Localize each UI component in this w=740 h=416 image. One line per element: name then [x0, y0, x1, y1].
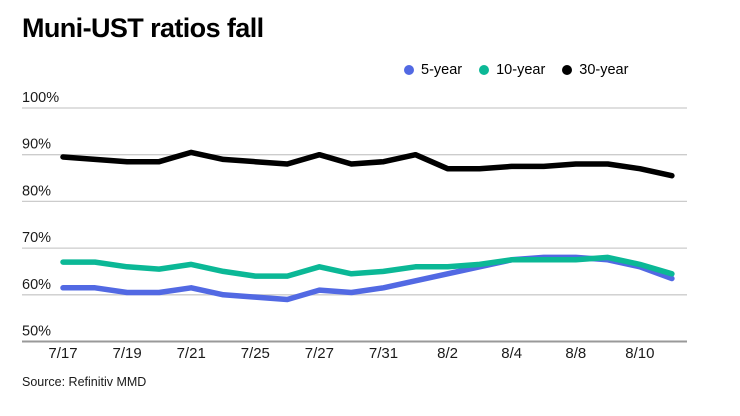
legend-label-5-year: 5-year [421, 62, 463, 78]
y-axis-label: 50% [22, 324, 51, 340]
legend: 5-year 10-year 30-year [404, 62, 628, 78]
y-axis-label: 80% [22, 183, 51, 199]
x-axis-label: 8/8 [565, 345, 586, 362]
x-axis-label: 8/10 [625, 345, 654, 362]
x-axis-label: 7/27 [305, 345, 334, 362]
legend-item-30-year: 30-year [562, 62, 628, 78]
x-axis-label: 8/4 [501, 345, 522, 362]
legend-dot-5-year-icon [404, 65, 414, 75]
series-line-10-year [60, 254, 675, 279]
x-axis-label: 7/31 [369, 345, 398, 362]
legend-item-10-year: 10-year [479, 62, 545, 78]
legend-label-10-year: 10-year [496, 62, 546, 78]
legend-label-30-year: 30-year [579, 62, 629, 78]
legend-dot-30-year-icon [562, 65, 573, 75]
legend-dot-10-year-icon [479, 65, 490, 75]
y-axis-label: 70% [22, 230, 51, 246]
source-note: Source: Refinitiv MMD [22, 375, 147, 389]
y-axis-label: 90% [22, 137, 51, 153]
x-axis-label: 7/21 [177, 345, 206, 362]
x-axis-label: 8/2 [437, 345, 458, 362]
x-axis-label: 7/25 [241, 345, 270, 362]
series-line-30-year [60, 149, 675, 179]
page-title: Muni-UST ratios fall [22, 13, 264, 43]
y-axis-label: 100% [22, 90, 59, 106]
y-axis-label: 60% [22, 277, 51, 293]
legend-item-5-year: 5-year [404, 62, 462, 78]
series-line-5-year [60, 254, 675, 303]
x-axis-label: 7/17 [48, 345, 77, 362]
x-axis-label: 7/19 [112, 345, 141, 362]
